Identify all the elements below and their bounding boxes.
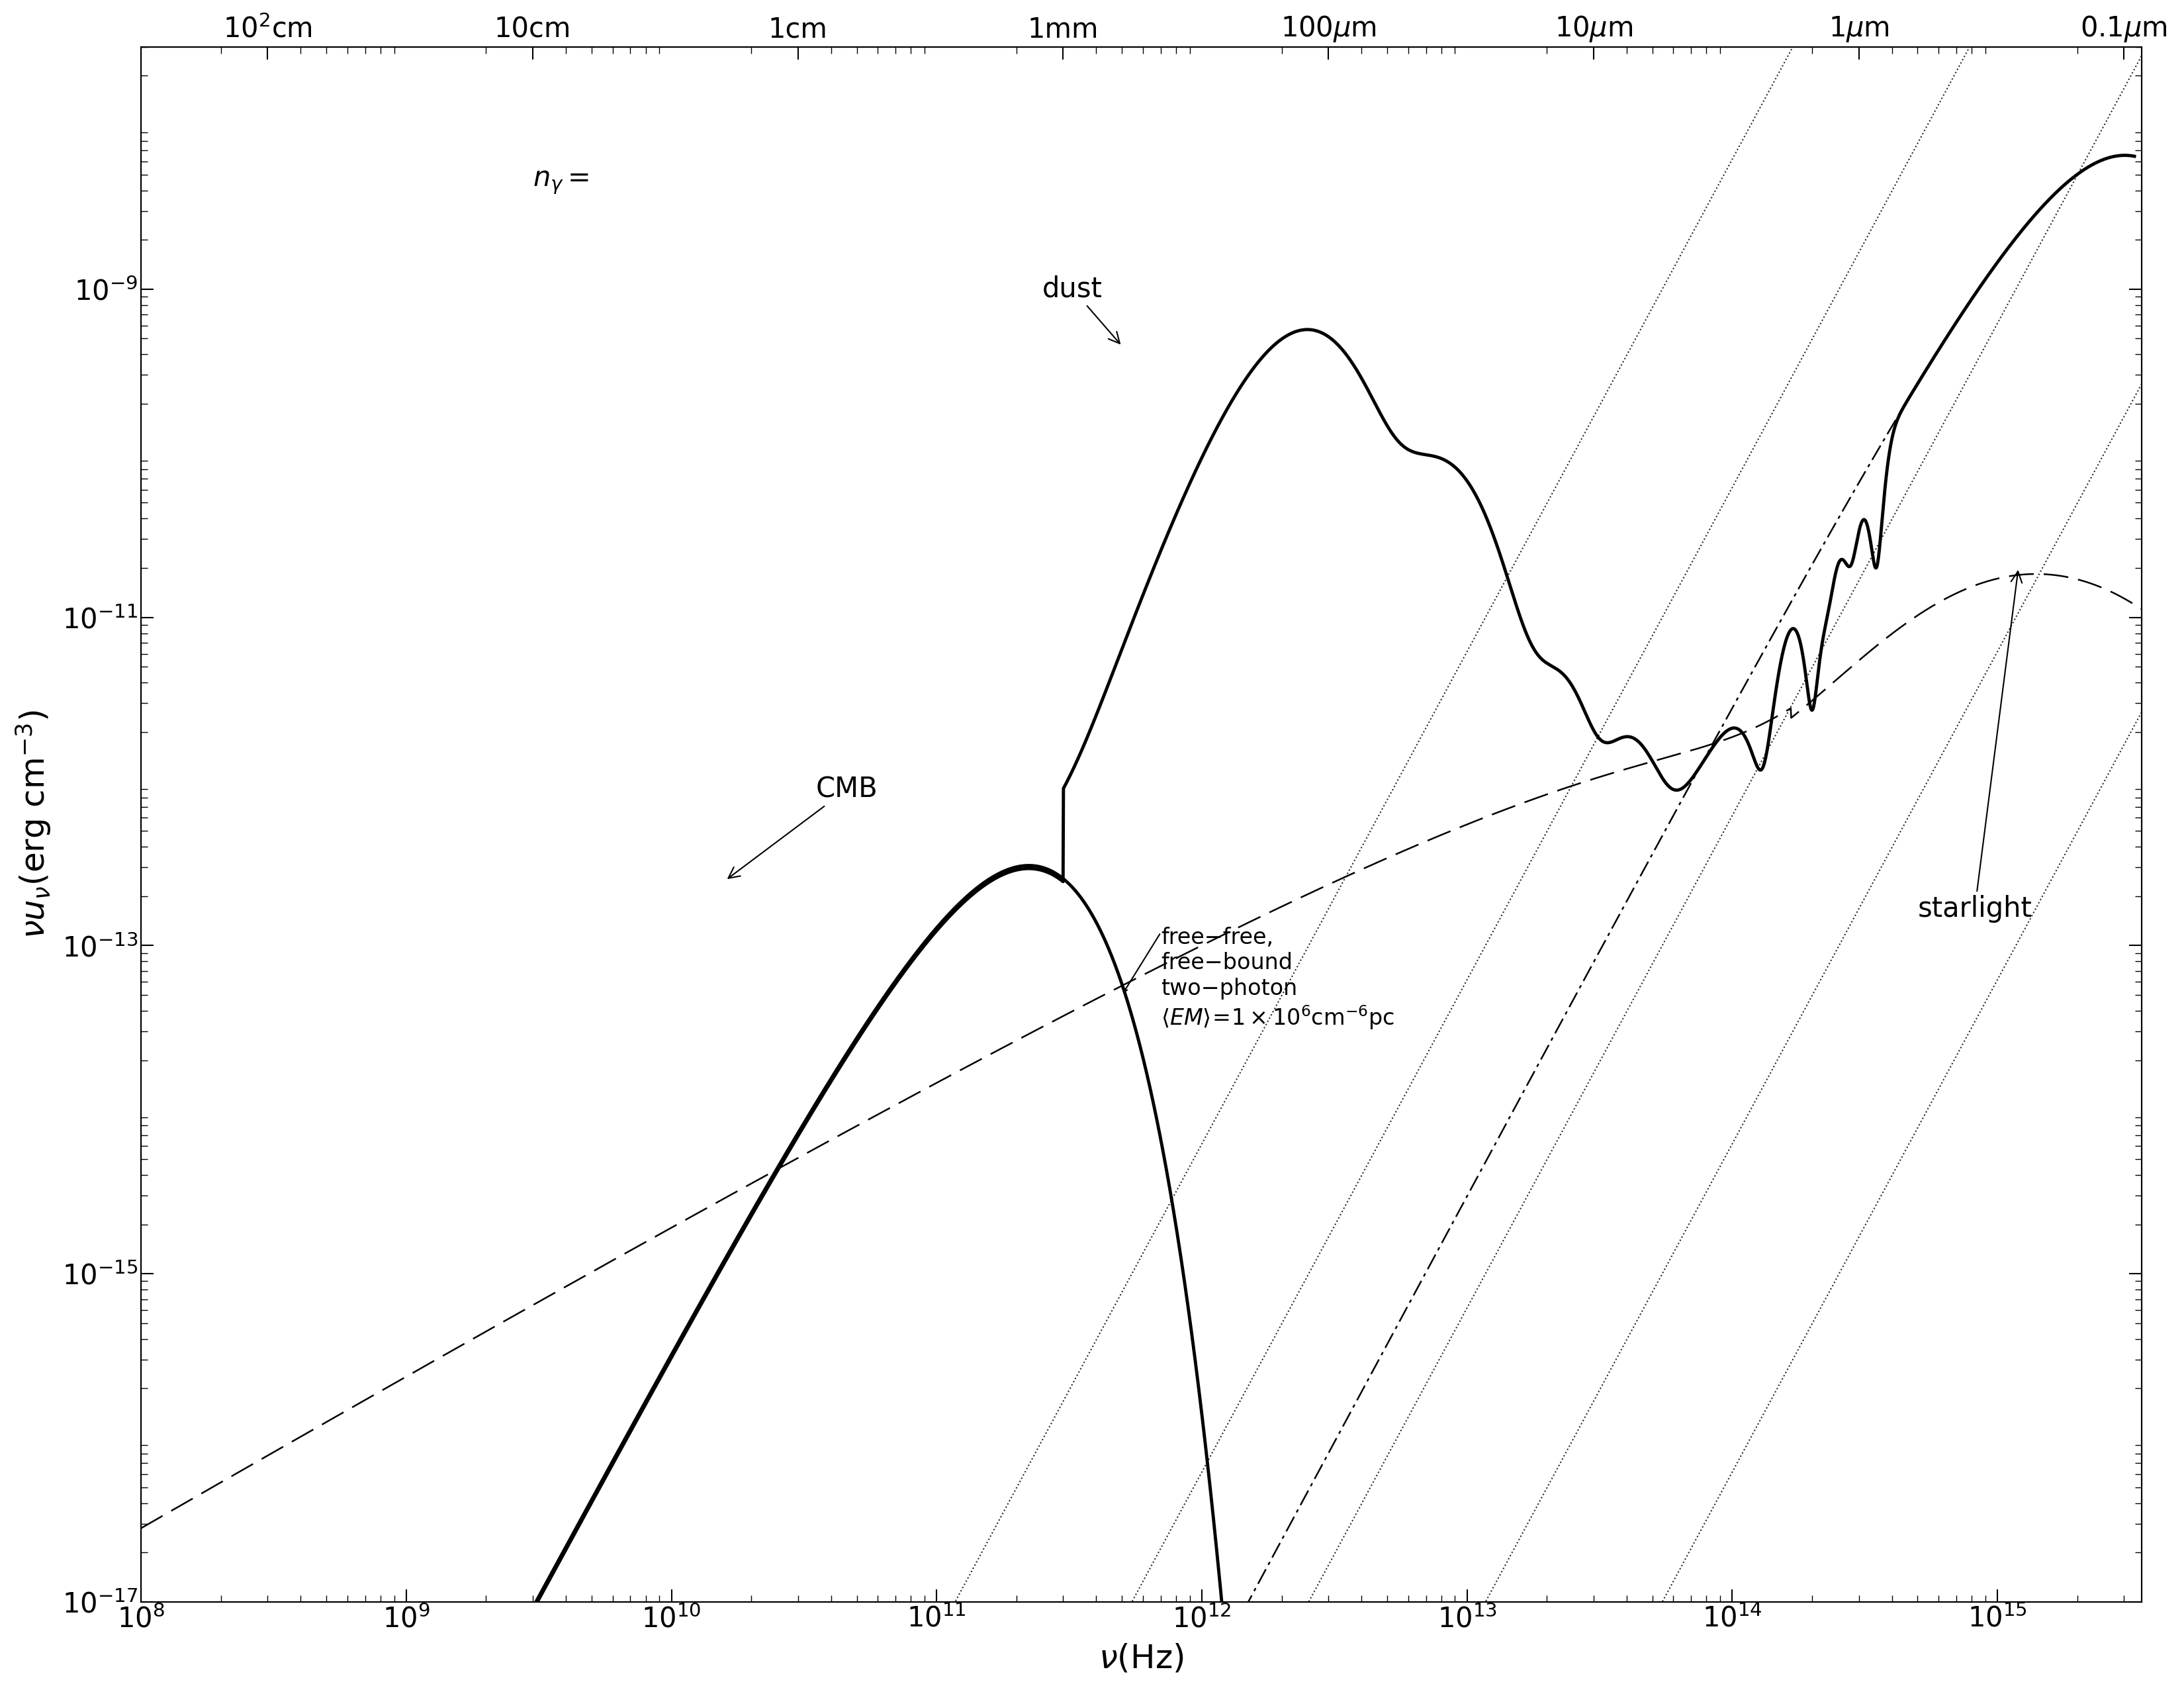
Text: starlight: starlight	[1918, 571, 2031, 923]
Y-axis label: $\nu u_\nu$(erg cm$^{-3}$): $\nu u_\nu$(erg cm$^{-3}$)	[13, 711, 52, 939]
Text: $n_\gamma=$: $n_\gamma=$	[533, 169, 590, 196]
Text: dust: dust	[1042, 275, 1120, 344]
X-axis label: $\nu$(Hz): $\nu$(Hz)	[1099, 1642, 1184, 1674]
Text: CMB: CMB	[727, 775, 878, 878]
Text: free−free,
free−bound
two−photon
$\langle EM\rangle\!=\!1\times10^6$cm$^{-6}$pc: free−free, free−bound two−photon $\langl…	[1160, 927, 1393, 1031]
